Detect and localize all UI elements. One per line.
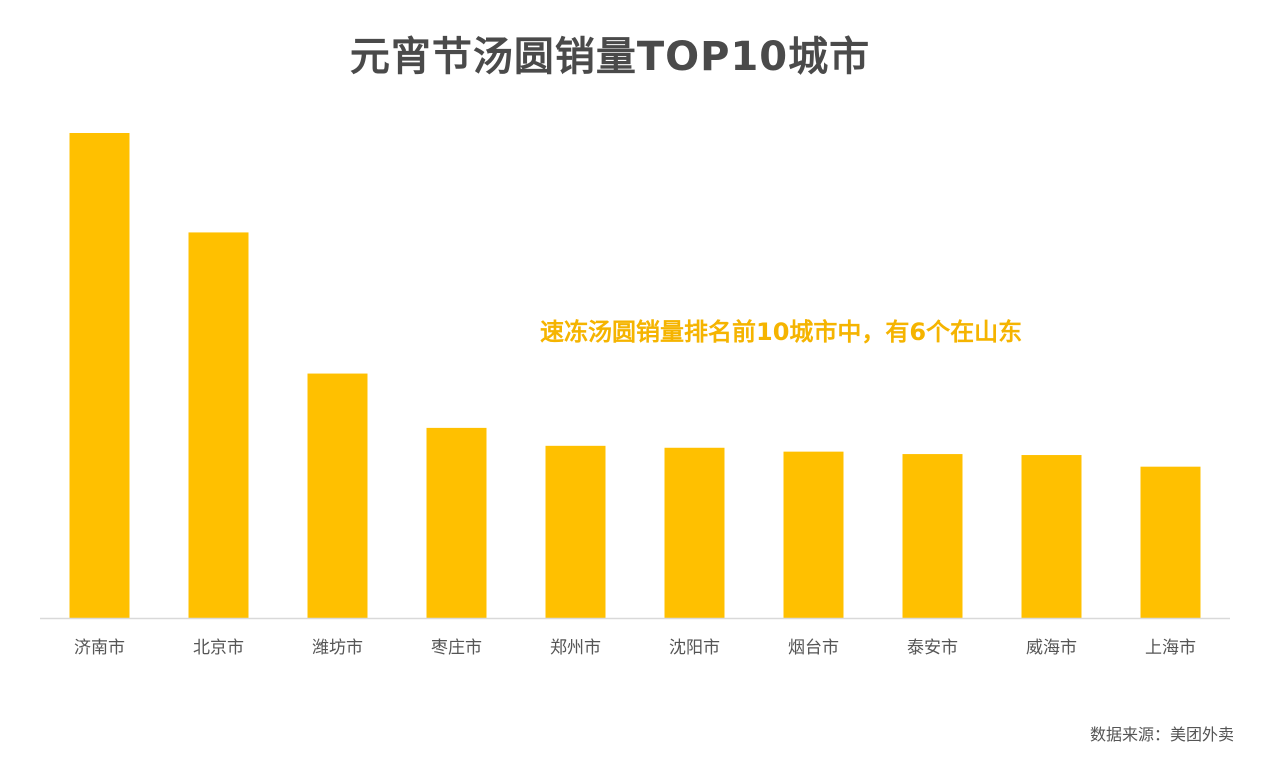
x-tick-label: 济南市 (74, 638, 125, 658)
x-tick-label: 潍坊市 (312, 638, 363, 658)
bar-9 (1021, 455, 1082, 618)
data-source-note: 数据来源：美团外卖 (1089, 725, 1234, 744)
bar-3 (307, 373, 368, 618)
x-tick-label: 上海市 (1145, 638, 1196, 658)
x-tick-label: 郑州市 (550, 638, 601, 658)
x-tick-label: 沈阳市 (669, 638, 720, 658)
x-tick-label: 泰安市 (907, 638, 958, 658)
x-tick-label: 烟台市 (788, 638, 839, 658)
x-tick-labels: 济南市 北京市 潍坊市 枣庄市 郑州市 沈阳市 烟台市 泰安市 威海市 上海市 (74, 638, 1196, 658)
bar-7 (783, 451, 844, 618)
bar-6 (664, 447, 725, 618)
bar-4 (426, 427, 487, 618)
chart-title: 元宵节汤圆销量TOP10城市 (349, 34, 871, 80)
bar-10 (1140, 466, 1201, 618)
x-tick-label: 北京市 (193, 638, 244, 658)
x-tick-label: 威海市 (1026, 638, 1077, 658)
bar-8 (902, 454, 963, 618)
x-tick-label: 枣庄市 (431, 638, 482, 658)
chart-annotation: 速冻汤圆销量排名前10城市中，有6个在山东 (540, 318, 1023, 346)
bar-1 (69, 133, 130, 618)
bars-group (69, 133, 1201, 619)
bar-5 (545, 445, 606, 618)
bar-2 (188, 232, 249, 619)
